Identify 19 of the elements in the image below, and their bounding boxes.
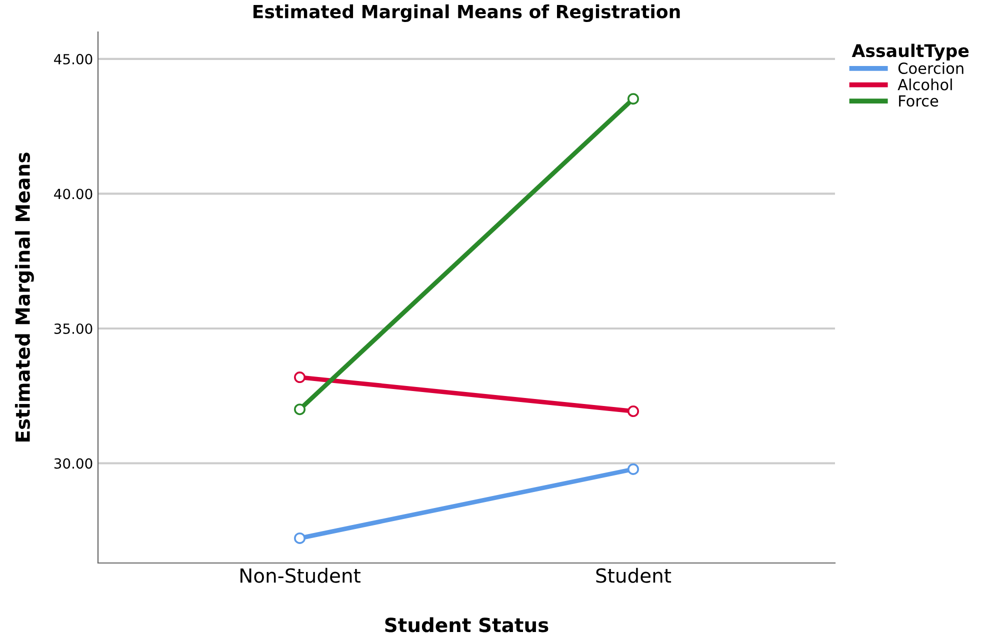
point [627, 463, 640, 475]
point [294, 404, 306, 416]
legend-label: Alcohol [898, 78, 952, 90]
point [294, 532, 306, 544]
point [627, 93, 640, 105]
legend-title: AssaultType [852, 44, 969, 61]
y-tick-label: 45.00 [54, 54, 92, 64]
x-tick-label: Non-Student [240, 568, 360, 583]
y-axis-title: Estimated Marginal Means [14, 152, 34, 442]
y-tick-label: 35.00 [54, 323, 92, 334]
x-axis-title: Student Status [385, 617, 548, 632]
chart-title: Estimated Marginal Means of Registration [254, 4, 680, 22]
legend-label: Force [899, 95, 938, 107]
point [294, 372, 306, 384]
y-tick-label: 40.00 [54, 188, 92, 200]
legend-label: Coercion [898, 62, 964, 74]
y-tick-label: 30.00 [54, 458, 92, 469]
x-tick-label: Student [596, 568, 672, 583]
point [627, 405, 640, 418]
